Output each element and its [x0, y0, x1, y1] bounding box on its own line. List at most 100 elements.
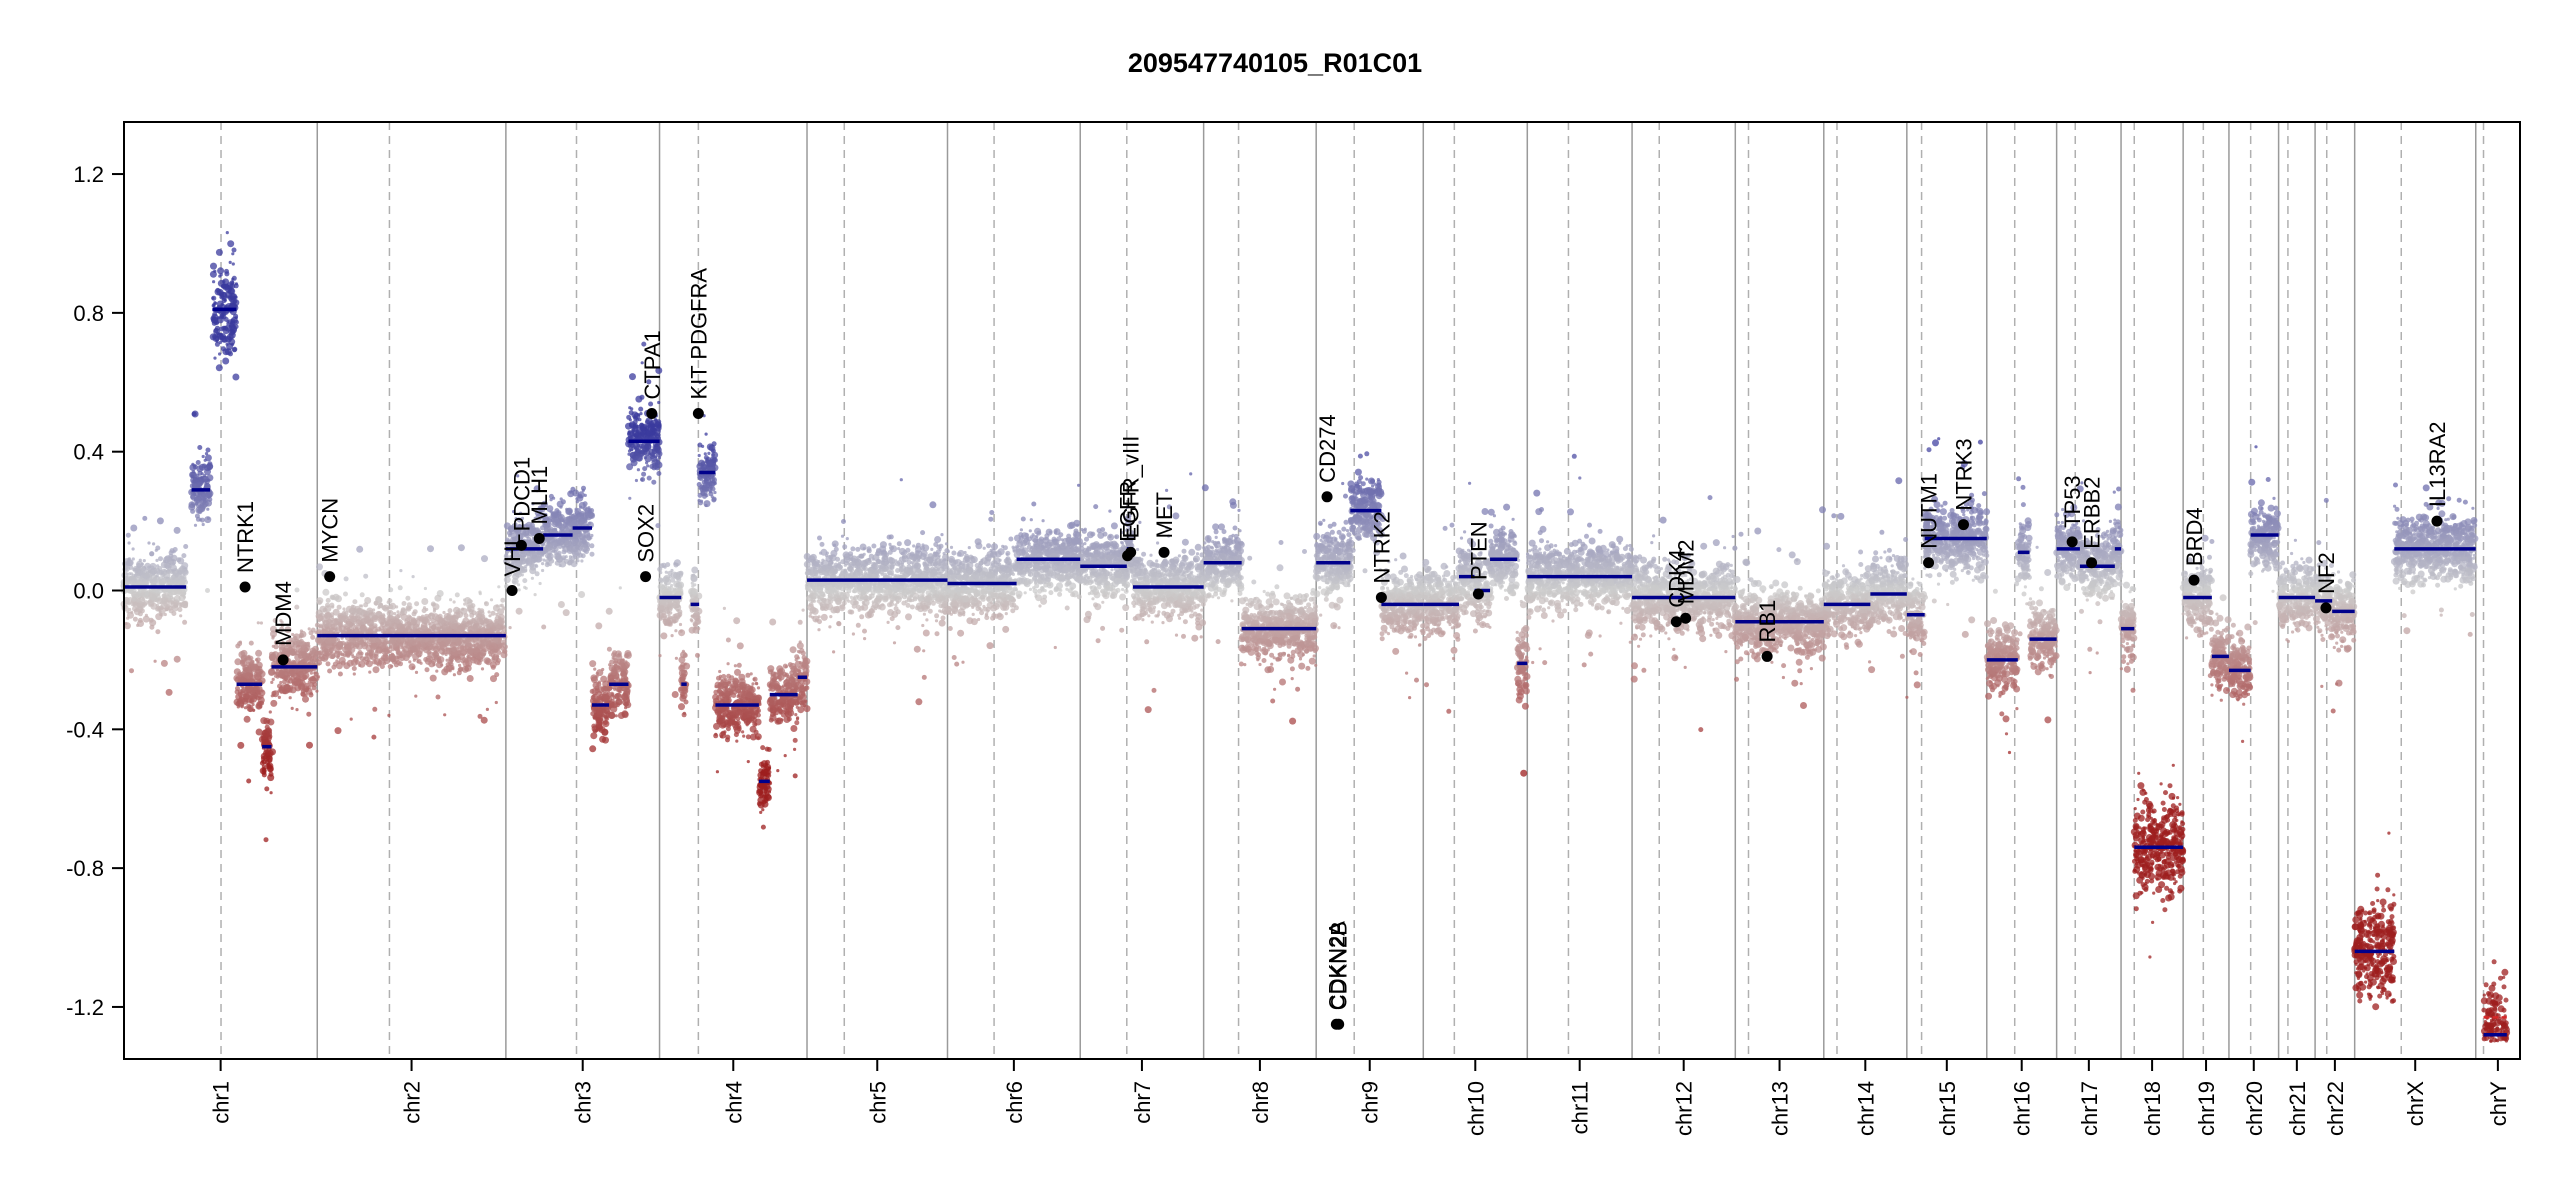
probe-point: [446, 647, 450, 651]
probe-point: [152, 542, 156, 546]
probe-point: [345, 620, 353, 628]
probe-point: [368, 670, 372, 674]
probe-point: [477, 713, 483, 719]
probe-point: [310, 634, 316, 640]
probe-point: [309, 676, 317, 684]
probe-point: [451, 655, 455, 659]
probe-point: [417, 654, 422, 658]
probe-point: [419, 661, 423, 665]
probe-point: [221, 291, 227, 297]
probe-point: [631, 411, 639, 419]
probe-point: [295, 708, 299, 712]
probe-point: [704, 476, 708, 480]
probe-point: [147, 541, 151, 545]
probe-point: [762, 782, 768, 788]
probe-point: [345, 652, 351, 658]
probe-point: [148, 617, 154, 623]
probe-point: [424, 667, 430, 673]
probe-point: [371, 734, 377, 740]
probe-point: [400, 607, 406, 613]
probe-point: [759, 810, 763, 815]
probe-point: [332, 593, 340, 601]
probe-point: [330, 654, 336, 660]
probe-point: [570, 486, 576, 492]
probe-point: [386, 606, 390, 610]
probe-point: [271, 635, 275, 639]
probe-point: [374, 637, 380, 643]
probe-point: [564, 558, 569, 564]
probe-point: [220, 302, 224, 306]
probe-point: [124, 567, 128, 571]
probe-point: [225, 231, 229, 235]
probe-point: [582, 505, 588, 511]
probe-point: [214, 336, 220, 342]
probe-point: [124, 622, 131, 630]
probe-point: [128, 607, 132, 612]
probe-point: [456, 670, 462, 676]
probe-point: [235, 643, 241, 649]
probe-point: [244, 668, 248, 672]
probe-point: [366, 652, 374, 660]
probe-point: [396, 610, 400, 614]
probe-point: [153, 659, 157, 663]
probe-point: [529, 567, 537, 575]
probe-point: [561, 549, 567, 555]
probe-point: [191, 411, 197, 417]
probe-point: [443, 665, 451, 673]
probe-point: [694, 618, 702, 625]
probe-point: [483, 618, 489, 624]
probe-point: [231, 252, 235, 256]
probe-point: [155, 558, 159, 563]
probe-point: [278, 669, 286, 677]
probe-point: [690, 594, 694, 598]
probe-point: [583, 493, 587, 497]
probe-point: [681, 649, 686, 653]
probe-point: [163, 612, 167, 617]
probe-point: [639, 412, 643, 416]
probe-point: [725, 698, 731, 704]
probe-point: [253, 664, 259, 670]
probe-point: [760, 745, 766, 751]
probe-point: [221, 335, 229, 343]
probe-point: [268, 764, 272, 769]
probe-point: [661, 562, 667, 568]
probe-point: [331, 605, 335, 609]
probe-point: [612, 650, 618, 656]
probe-point: [258, 696, 262, 700]
probe-point: [261, 764, 266, 769]
probe-point: [404, 641, 412, 649]
probe-point: [269, 791, 273, 795]
probe-point: [391, 640, 395, 644]
probe-point: [264, 786, 270, 792]
probe-point: [316, 636, 324, 644]
probe-point: [463, 602, 467, 606]
probe-point: [182, 619, 188, 625]
probe-point: [488, 614, 492, 618]
probe-point: [132, 616, 138, 622]
probe-point: [733, 664, 738, 668]
probe-point: [373, 600, 379, 606]
probe-point: [425, 646, 429, 650]
probe-point: [635, 418, 640, 422]
probe-point: [325, 661, 331, 667]
probe-point: [160, 596, 168, 604]
probe-point: [449, 598, 453, 602]
probe-point: [206, 463, 213, 471]
probe-point: [224, 304, 228, 308]
probe-point: [691, 566, 699, 574]
probe-point: [646, 422, 652, 428]
probe-point: [372, 706, 378, 712]
probe-point: [144, 562, 152, 570]
probe-point: [244, 672, 252, 680]
probe-point: [233, 283, 239, 289]
probe-point: [359, 592, 365, 598]
probe-point: [494, 649, 499, 653]
probe-point: [200, 481, 204, 485]
probe-point: [596, 717, 601, 723]
probe-point: [354, 627, 359, 633]
probe-point: [674, 629, 678, 633]
probe-point: [733, 715, 737, 719]
probe-point: [352, 672, 356, 676]
probe-point: [457, 544, 465, 552]
probe-point: [591, 687, 599, 695]
